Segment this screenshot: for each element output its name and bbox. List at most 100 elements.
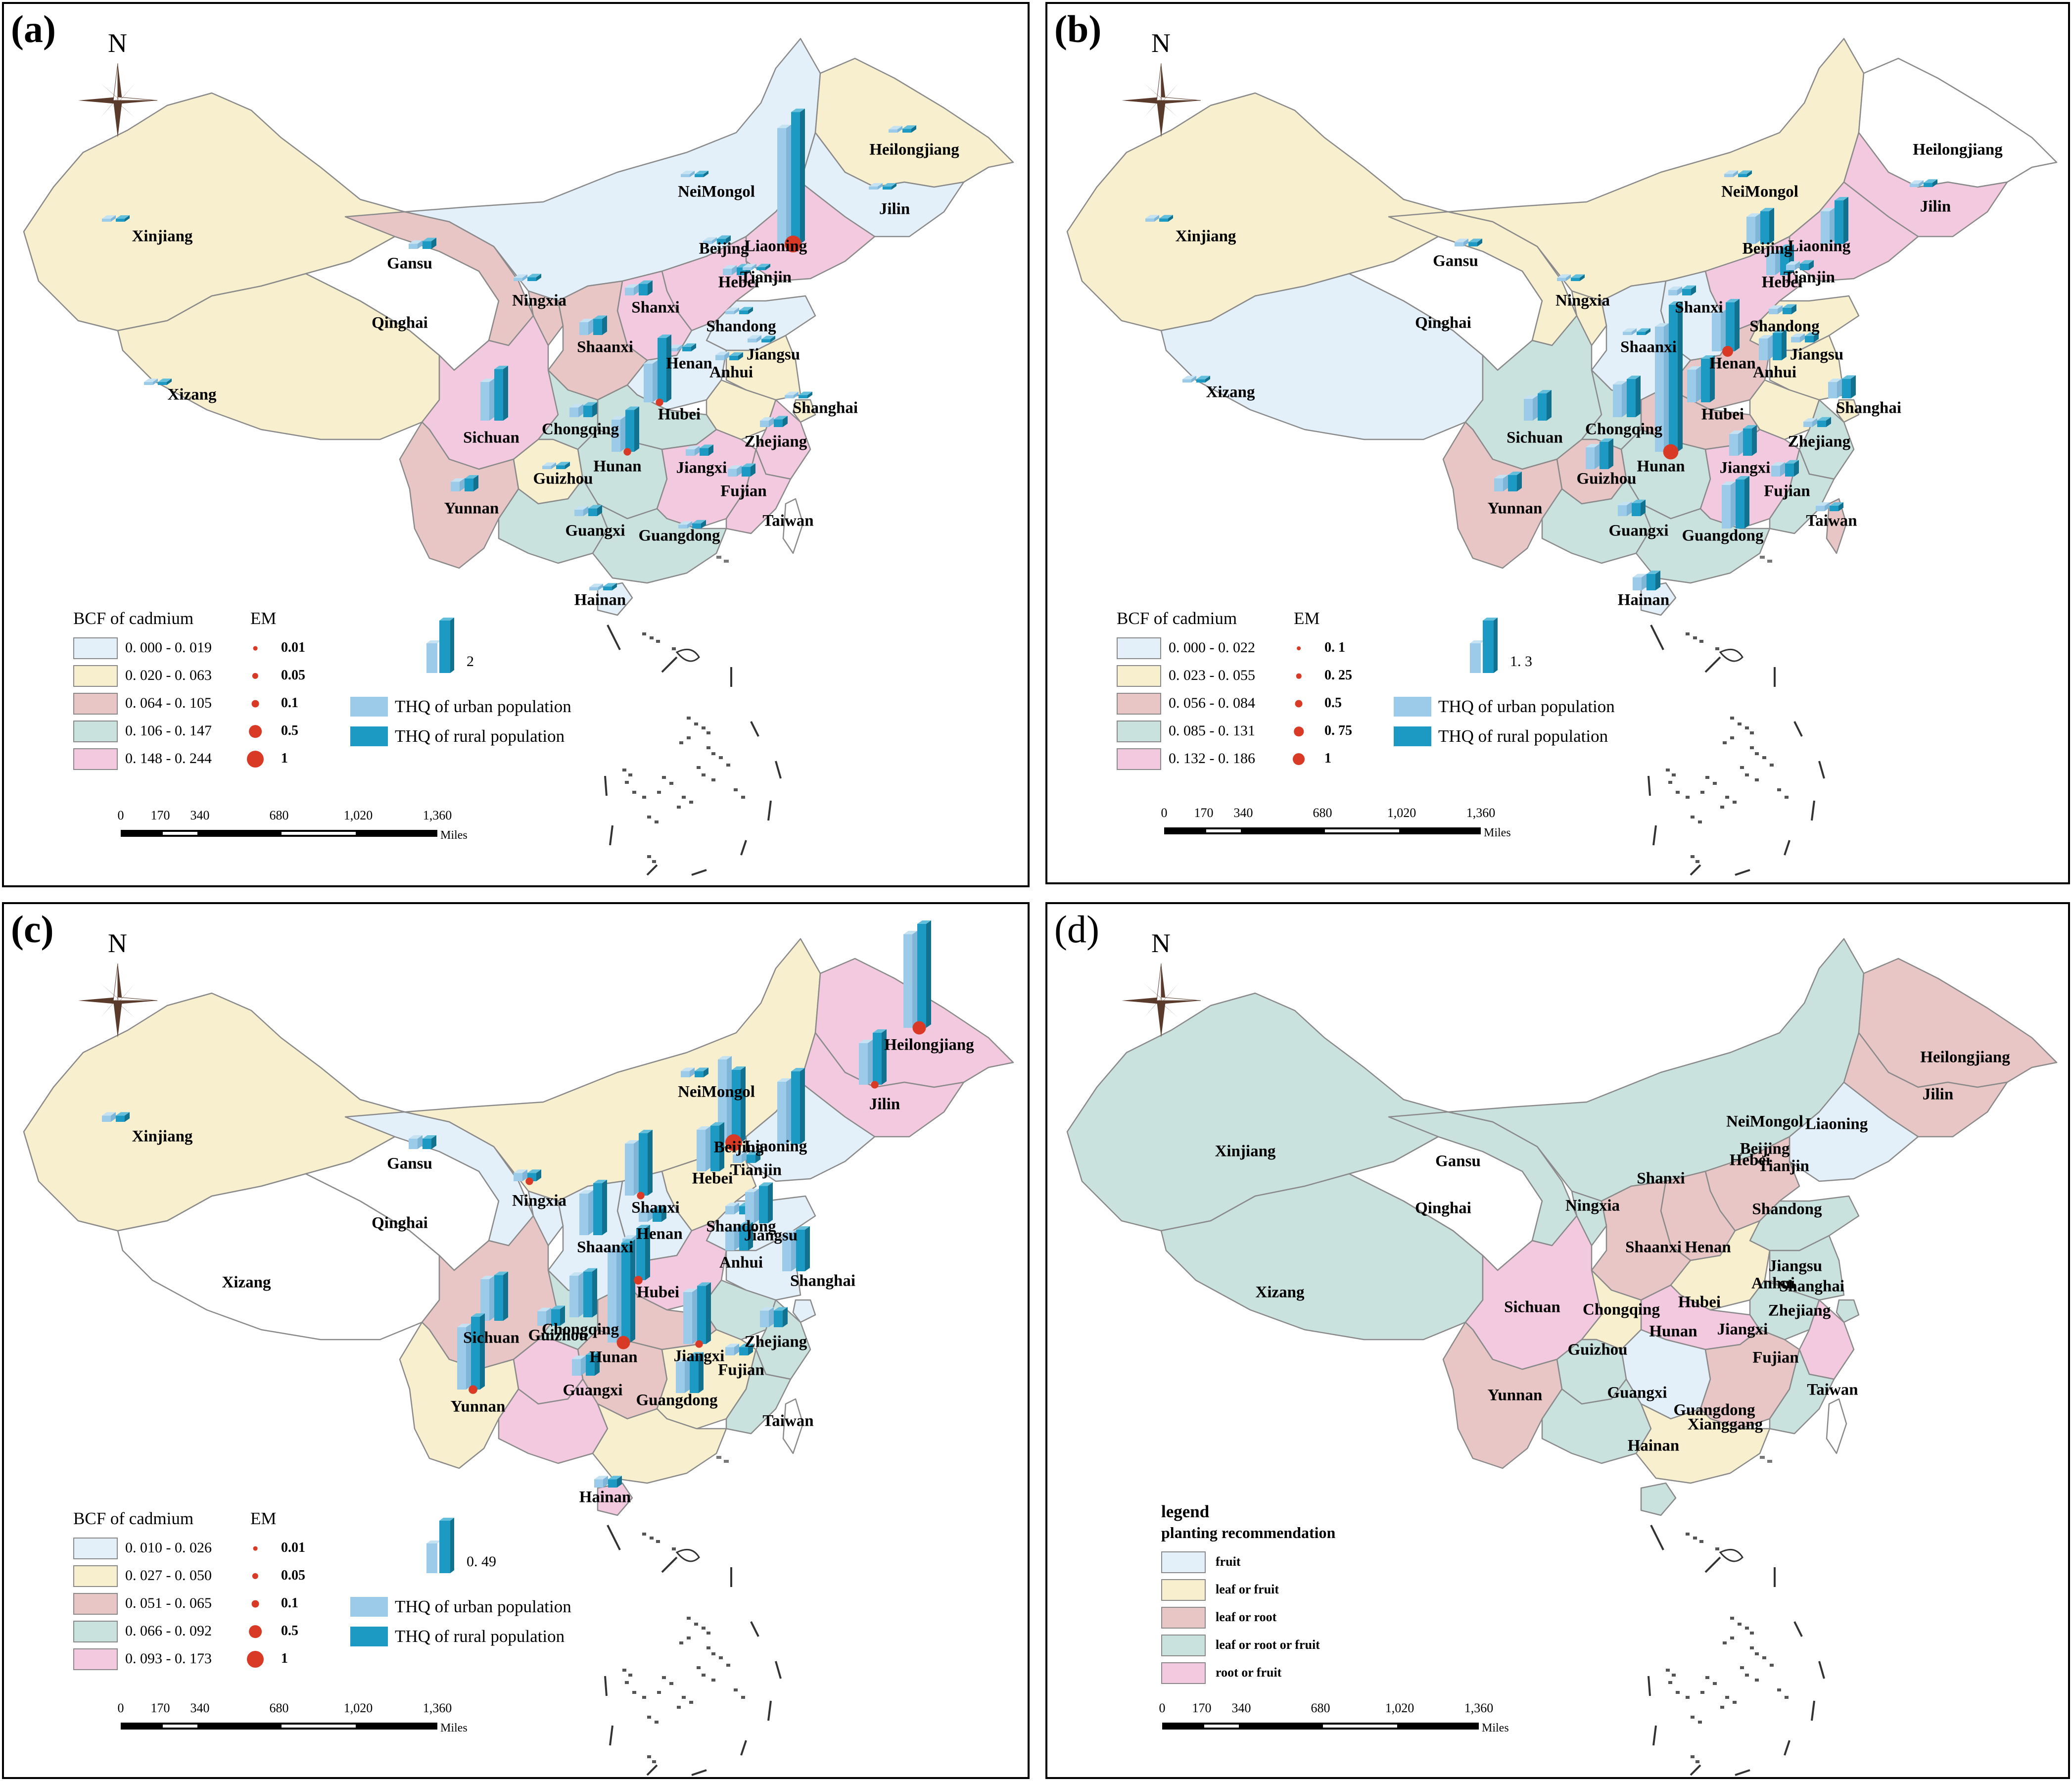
- thq-bar-guangdong: [1722, 476, 1749, 529]
- scale-bar-unit: Miles: [440, 1722, 468, 1734]
- thq-bar-jiangsu: [745, 1182, 773, 1223]
- north-label: N: [108, 928, 127, 958]
- province-label-jiangsu: Jiangsu: [744, 1226, 798, 1245]
- panel-label: (b): [1054, 7, 1102, 50]
- scale-bar-unit: Miles: [1482, 1722, 1509, 1734]
- north-label: N: [108, 28, 127, 58]
- thq-bar-shanxi: [625, 1130, 653, 1196]
- em-point-yunnan: [469, 1385, 477, 1394]
- province-label-chongqing: Chongqing: [1583, 1300, 1660, 1319]
- province-label-gansu: Gansu: [1433, 252, 1478, 270]
- thq-rural-label: THQ of rural population: [395, 1627, 565, 1646]
- thq-bar-jiangsu: [748, 335, 775, 342]
- thq-bar-liaoning: [1821, 197, 1848, 244]
- scale-bar: [1162, 1723, 1479, 1730]
- south-china-sea-islands: [1648, 556, 1825, 876]
- province-label-xizang: Xizang: [1206, 383, 1255, 401]
- thq-urban-label: THQ of urban population: [395, 1597, 571, 1616]
- em-legend-value: 0.5: [281, 723, 298, 738]
- em-point-jilin: [871, 1081, 879, 1089]
- thq-rural-swatch: [350, 1627, 388, 1646]
- em-legend-value: 1: [1324, 751, 1331, 766]
- thq-bar-liaoning: [777, 1068, 805, 1144]
- province-yunnan: [1442, 421, 1563, 569]
- province-label-hunan: Hunan: [1637, 457, 1685, 476]
- scale-bar-unit: Miles: [440, 829, 468, 842]
- legend-class-label: 0. 000 - 0. 019: [125, 639, 212, 656]
- legend-class-label: 0. 000 - 0. 022: [1169, 639, 1255, 656]
- thq-urban-swatch: [350, 1597, 388, 1617]
- province-label-hubei: Hubei: [1678, 1293, 1721, 1311]
- thq-bar-anhui: [1759, 330, 1787, 360]
- thq-bar-guizhou: [542, 462, 570, 469]
- scale-bar-tick-label: 680: [1313, 806, 1332, 820]
- province-label-shanghai: Shanghai: [790, 1272, 856, 1290]
- thq-bar-yunnan: [451, 475, 478, 491]
- province-label-shaanxi: Shaanxi: [1625, 1238, 1682, 1256]
- scale-bar-tick-label: 1,360: [1464, 1701, 1494, 1715]
- province-label-hebei: Hebei: [1729, 1151, 1771, 1169]
- legend-class-label: root or fruit: [1216, 1665, 1282, 1680]
- thq-bar-hubei: [1687, 355, 1715, 402]
- scale-bar-tick-label: 1,020: [1385, 1701, 1414, 1715]
- province-shanghai: [1836, 399, 1860, 423]
- thq-bar-jiangxi: [686, 444, 713, 456]
- scale-bar: [1164, 827, 1481, 834]
- em-title: EM: [1294, 609, 1320, 628]
- province-label-hubei: Hubei: [1701, 405, 1744, 424]
- em-legend-value: 0. 1: [1324, 640, 1345, 655]
- thq-bar-fujian: [728, 463, 755, 477]
- thq-bar-henan: [639, 1205, 666, 1222]
- thq-bar-henan: [668, 343, 696, 351]
- legend-swatch: [73, 1565, 118, 1587]
- em-legend-dot-icon: [252, 673, 259, 679]
- province-label-hunan: Hunan: [589, 1348, 638, 1366]
- em-legend-value: 1: [281, 751, 288, 766]
- panel-d: (d) N Heilongjiang Jilin NeiMongol Liaoning…: [1045, 902, 2070, 1779]
- province-label-hainan: Hainan: [574, 591, 626, 609]
- thq-reference-value: 2: [467, 653, 474, 670]
- south-china-sea-islands: [1648, 1456, 1825, 1776]
- scale-bar: [121, 830, 437, 837]
- map-canvas: [23, 38, 1014, 876]
- province-label-jiangxi: Jiangxi: [676, 459, 727, 477]
- legend-swatch: [73, 637, 118, 659]
- province-label-jiangxi: Jiangxi: [673, 1347, 725, 1365]
- thq-bar-anhui: [725, 1222, 753, 1251]
- em-legend-value: 0. 75: [1324, 723, 1352, 738]
- thq-bar-gansu: [409, 1135, 436, 1149]
- province-label-fujian: Fujian: [1764, 482, 1810, 500]
- province-label-hainan: Hainan: [1627, 1437, 1680, 1455]
- thq-bar-hainan: [589, 583, 617, 590]
- thq-bar-neimongol: [681, 171, 708, 177]
- thq-bar-jilin: [859, 1029, 887, 1085]
- thq-reference-value: 0. 49: [467, 1553, 496, 1570]
- scale-bar-tick-label: 1,360: [1466, 806, 1496, 820]
- map-canvas: [1066, 938, 2058, 1776]
- province-label-jilin: Jilin: [869, 1095, 900, 1113]
- em-legend-value: 1: [281, 1651, 288, 1666]
- province-label-shandong: Shandong: [706, 317, 776, 336]
- province-label-zhejiang: Zhejiang: [1768, 1301, 1831, 1320]
- province-label-neimongol: NeiMongol: [1721, 183, 1798, 201]
- province-label-guangxi: Guangxi: [1608, 522, 1669, 540]
- thq-bar-liaoning: [777, 108, 805, 244]
- scale-bar-tick-label: 1,020: [343, 808, 373, 822]
- em-legend-value: 0.05: [281, 1568, 305, 1583]
- em-legend-dot-icon: [249, 725, 262, 738]
- thq-bar-fujian: [1771, 460, 1799, 477]
- province-label-anhui: Anhui: [1752, 363, 1797, 382]
- province-label-qinghai: Qinghai: [372, 314, 428, 332]
- province-label-chongqing: Chongqing: [542, 1320, 619, 1339]
- thq-urban-label: THQ of urban population: [1438, 697, 1615, 716]
- thq-bar-tianjin: [733, 1151, 760, 1163]
- thq-bar-shanxi: [625, 280, 653, 295]
- province-label-beijing: Beijing: [1742, 240, 1792, 258]
- thq-bar-tianjin: [743, 264, 770, 270]
- thq-bar-sichuan: [480, 1271, 508, 1321]
- thq-bar-chongqing: [1613, 376, 1641, 417]
- province-label-henan: Henan: [636, 1225, 683, 1243]
- province-label-xinjiang: Xinjiang: [132, 1127, 193, 1146]
- thq-bar-heilongjiang: [889, 125, 916, 133]
- province-label-guangxi: Guangxi: [563, 1381, 623, 1399]
